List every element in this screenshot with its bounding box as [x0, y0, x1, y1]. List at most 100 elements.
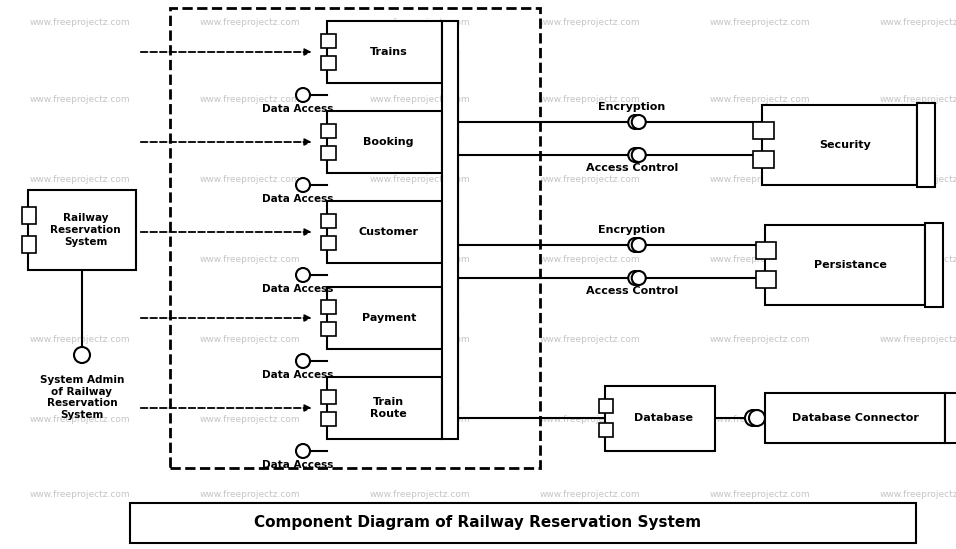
Text: Encryption: Encryption	[598, 102, 665, 112]
Bar	[170, 8, 540, 468]
Text: Data Access: Data Access	[262, 194, 334, 204]
Bar	[28, 190, 136, 270]
Text: Customer: Customer	[358, 227, 419, 237]
Text: Trains: Trains	[370, 47, 407, 57]
Text: www.freeprojectz.com: www.freeprojectz.com	[880, 335, 956, 344]
Text: www.freeprojectz.com: www.freeprojectz.com	[540, 18, 641, 27]
Circle shape	[632, 115, 645, 129]
Circle shape	[74, 347, 90, 363]
Text: www.freeprojectz.com: www.freeprojectz.com	[710, 255, 811, 264]
Text: www.freeprojectz.com: www.freeprojectz.com	[370, 255, 470, 264]
Circle shape	[296, 88, 310, 102]
Text: www.freeprojectz.com: www.freeprojectz.com	[200, 175, 300, 184]
Text: www.freeprojectz.com: www.freeprojectz.com	[710, 175, 811, 184]
Text: www.freeprojectz.com: www.freeprojectz.com	[370, 490, 470, 499]
Circle shape	[296, 444, 310, 458]
Text: Railway
Reservation
System: Railway Reservation System	[51, 214, 120, 247]
Text: www.freeprojectz.com: www.freeprojectz.com	[710, 18, 811, 27]
Bar	[753, 122, 773, 139]
Bar	[321, 300, 336, 313]
Bar	[328, 21, 443, 83]
Text: www.freeprojectz.com: www.freeprojectz.com	[370, 95, 470, 104]
Circle shape	[745, 410, 761, 426]
Circle shape	[632, 271, 645, 285]
Text: System Admin
of Railway
Reservation
System: System Admin of Railway Reservation Syst…	[40, 375, 124, 420]
Circle shape	[628, 115, 642, 129]
Text: www.freeprojectz.com: www.freeprojectz.com	[200, 95, 300, 104]
Text: Data Access: Data Access	[262, 104, 334, 114]
Text: www.freeprojectz.com: www.freeprojectz.com	[30, 415, 131, 424]
Bar	[755, 271, 776, 288]
Text: www.freeprojectz.com: www.freeprojectz.com	[370, 18, 470, 27]
Text: www.freeprojectz.com: www.freeprojectz.com	[540, 175, 641, 184]
Text: Security: Security	[819, 140, 871, 150]
Bar	[765, 393, 945, 443]
Text: www.freeprojectz.com: www.freeprojectz.com	[370, 415, 470, 424]
Text: Payment: Payment	[361, 313, 416, 323]
Text: www.freeprojectz.com: www.freeprojectz.com	[880, 255, 956, 264]
Bar	[321, 322, 336, 336]
Text: www.freeprojectz.com: www.freeprojectz.com	[710, 490, 811, 499]
Text: www.freeprojectz.com: www.freeprojectz.com	[200, 490, 300, 499]
Text: www.freeprojectz.com: www.freeprojectz.com	[30, 175, 131, 184]
Text: www.freeprojectz.com: www.freeprojectz.com	[880, 175, 956, 184]
Text: www.freeprojectz.com: www.freeprojectz.com	[370, 335, 470, 344]
Bar	[130, 503, 916, 543]
Circle shape	[628, 271, 642, 285]
Text: www.freeprojectz.com: www.freeprojectz.com	[540, 255, 641, 264]
Text: www.freeprojectz.com: www.freeprojectz.com	[880, 18, 956, 27]
Text: Data Access: Data Access	[262, 284, 334, 294]
Bar	[763, 105, 918, 185]
Text: www.freeprojectz.com: www.freeprojectz.com	[30, 335, 131, 344]
Circle shape	[632, 238, 645, 252]
Bar	[945, 393, 956, 443]
Text: Persistance: Persistance	[814, 260, 886, 270]
Text: www.freeprojectz.com: www.freeprojectz.com	[370, 175, 470, 184]
Text: www.freeprojectz.com: www.freeprojectz.com	[30, 490, 131, 499]
Circle shape	[628, 238, 642, 252]
Bar	[321, 390, 336, 404]
Circle shape	[749, 410, 765, 426]
Bar	[22, 236, 35, 253]
Bar	[753, 150, 773, 168]
Bar	[321, 124, 336, 138]
Text: www.freeprojectz.com: www.freeprojectz.com	[200, 415, 300, 424]
Bar	[321, 214, 336, 228]
Bar	[328, 201, 443, 263]
Text: www.freeprojectz.com: www.freeprojectz.com	[30, 18, 131, 27]
Bar	[925, 223, 943, 307]
Text: www.freeprojectz.com: www.freeprojectz.com	[200, 335, 300, 344]
Bar	[321, 412, 336, 426]
Text: www.freeprojectz.com: www.freeprojectz.com	[30, 95, 131, 104]
Text: www.freeprojectz.com: www.freeprojectz.com	[540, 490, 641, 499]
Text: www.freeprojectz.com: www.freeprojectz.com	[540, 335, 641, 344]
Text: www.freeprojectz.com: www.freeprojectz.com	[880, 415, 956, 424]
Text: www.freeprojectz.com: www.freeprojectz.com	[200, 255, 300, 264]
Circle shape	[632, 148, 645, 162]
Circle shape	[296, 268, 310, 282]
Text: www.freeprojectz.com: www.freeprojectz.com	[540, 95, 641, 104]
Text: www.freeprojectz.com: www.freeprojectz.com	[710, 415, 811, 424]
Bar	[598, 423, 613, 437]
Circle shape	[296, 178, 310, 192]
Text: www.freeprojectz.com: www.freeprojectz.com	[200, 18, 300, 27]
Text: Booking: Booking	[363, 137, 414, 147]
Bar	[443, 21, 459, 439]
Text: www.freeprojectz.com: www.freeprojectz.com	[30, 255, 131, 264]
Text: Access Control: Access Control	[586, 163, 678, 173]
Bar	[321, 236, 336, 250]
Text: www.freeprojectz.com: www.freeprojectz.com	[710, 335, 811, 344]
Text: www.freeprojectz.com: www.freeprojectz.com	[710, 95, 811, 104]
Bar	[605, 385, 715, 451]
Text: Component Diagram of Railway Reservation System: Component Diagram of Railway Reservation…	[254, 516, 702, 530]
Bar	[765, 225, 925, 305]
Text: www.freeprojectz.com: www.freeprojectz.com	[880, 490, 956, 499]
Text: Data Access: Data Access	[262, 370, 334, 380]
Bar	[755, 242, 776, 259]
Circle shape	[296, 354, 310, 368]
Bar	[321, 57, 336, 70]
Bar	[22, 207, 35, 225]
Bar	[321, 147, 336, 160]
Text: www.freeprojectz.com: www.freeprojectz.com	[880, 95, 956, 104]
Text: Database: Database	[634, 413, 693, 423]
